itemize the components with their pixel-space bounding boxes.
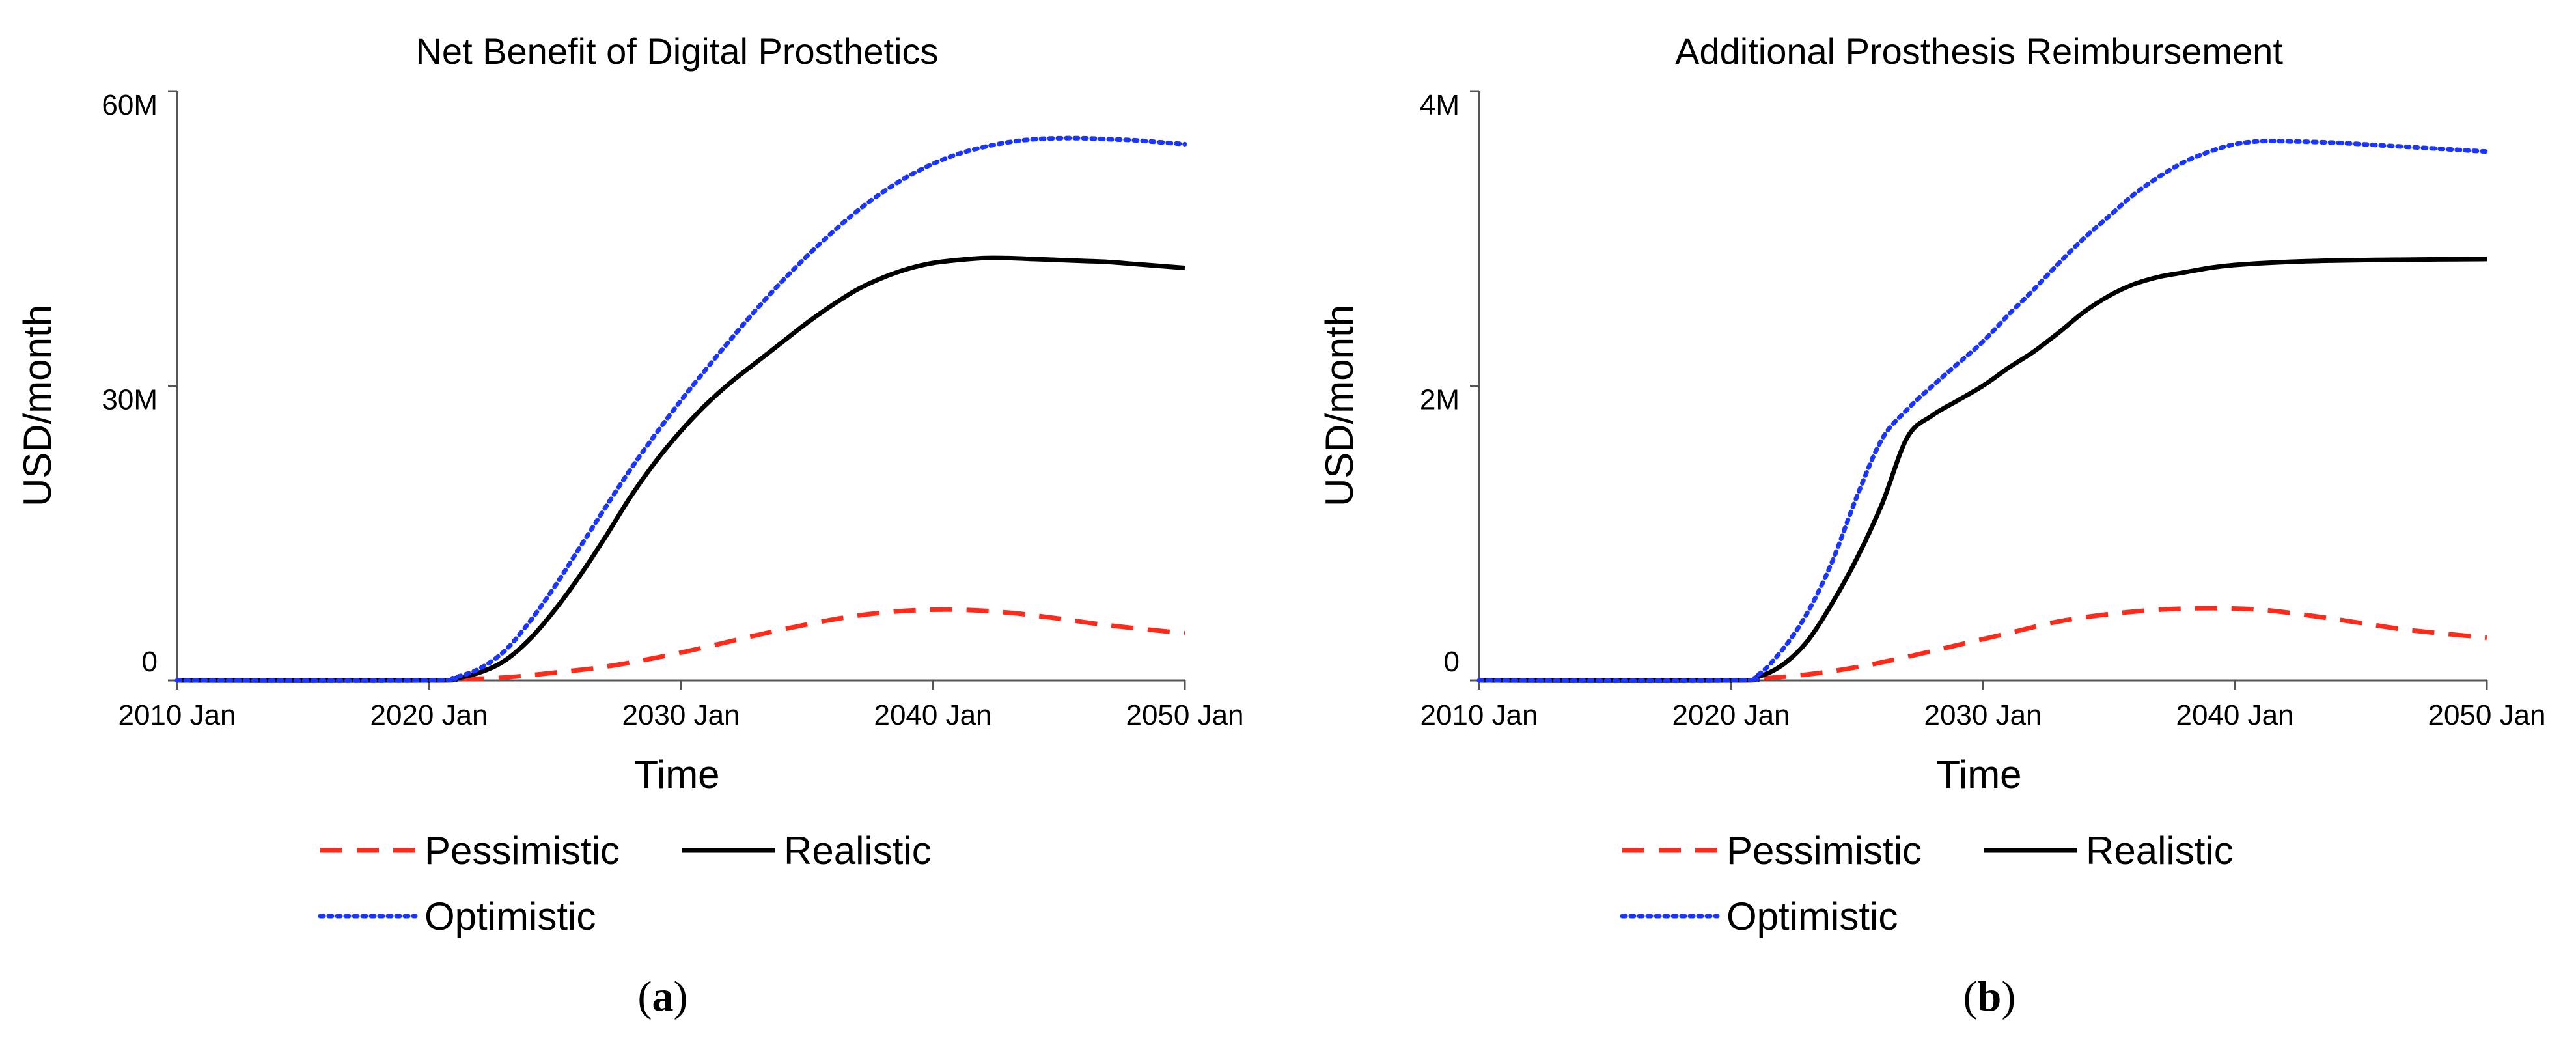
caption-close-paren: ) — [2001, 973, 2015, 1020]
series-line-pessimistic — [1478, 606, 2487, 683]
x-tick-label: 2050 Jan — [2428, 699, 2545, 731]
legend-label-realistic: Realistic — [784, 829, 932, 872]
x-tick-label: 2010 Jan — [118, 699, 236, 731]
y-tick-label: 4M — [1420, 89, 1460, 121]
caption-letter: b — [1978, 973, 2002, 1020]
x-tick-label: 2020 Jan — [370, 699, 488, 731]
y-tick-label: 2M — [1420, 384, 1460, 416]
caption-letter: a — [652, 973, 674, 1020]
series-line-pessimistic — [176, 607, 1185, 683]
x-tick-label: 2020 Jan — [1672, 699, 1790, 731]
y-tick-label: 30M — [102, 384, 158, 416]
x-tick-label: 2040 Jan — [2176, 699, 2293, 731]
caption-close-paren: ) — [674, 973, 688, 1020]
series-line-optimistic — [174, 135, 1187, 683]
legend: Pessimistic Realistic Optimistic — [318, 829, 932, 938]
chart-title: Additional Prosthesis Reimbursement — [1675, 31, 2283, 72]
y-axis-label: USD/month — [16, 305, 59, 507]
x-tick-label: 2040 Jan — [874, 699, 991, 731]
plot-area: 0 30M 60M 2010 Jan 2020 Jan 2030 Jan 2040 Jan 2… — [102, 89, 1243, 731]
x-axis-label: Time — [1936, 753, 2021, 796]
series-line-realistic — [1478, 257, 2487, 683]
x-tick-label: 2030 Jan — [622, 699, 740, 731]
series-line-realistic — [176, 255, 1185, 683]
legend-label-optimistic: Optimistic — [424, 895, 596, 938]
legend-label-pessimistic: Pessimistic — [424, 829, 620, 872]
caption-open-paren: ( — [638, 973, 652, 1020]
caption-open-paren: ( — [1963, 973, 1978, 1020]
legend-label-realistic: Realistic — [2086, 829, 2234, 872]
y-axis-label: USD/month — [1318, 305, 1361, 507]
y-tick-label: 60M — [102, 89, 158, 121]
chart-panel-a: Net Benefit of Digital Prosthetics USD/m… — [16, 31, 1244, 1020]
series-line-optimistic — [1476, 138, 2489, 683]
y-tick-label: 0 — [1444, 646, 1460, 678]
y-tick-label: 0 — [142, 646, 158, 678]
chart-title: Net Benefit of Digital Prosthetics — [415, 31, 938, 72]
x-tick-label: 2050 Jan — [1126, 699, 1243, 731]
legend: Pessimistic Realistic Optimistic — [1620, 829, 2234, 938]
panel-caption: (a) — [638, 973, 688, 1020]
legend-label-optimistic: Optimistic — [1726, 895, 1898, 938]
chart-panel-b: Additional Prosthesis Reimbursement USD/… — [1318, 31, 2546, 1020]
x-tick-label: 2010 Jan — [1420, 699, 1538, 731]
plot-area: 0 2M 4M 2010 Jan 2020 Jan 2030 Jan 2040 Jan 205… — [1420, 89, 2546, 731]
x-axis-label: Time — [634, 753, 719, 796]
legend-label-pessimistic: Pessimistic — [1726, 829, 1922, 872]
panel-caption: (b) — [1963, 973, 2016, 1020]
x-tick-label: 2030 Jan — [1924, 699, 2042, 731]
